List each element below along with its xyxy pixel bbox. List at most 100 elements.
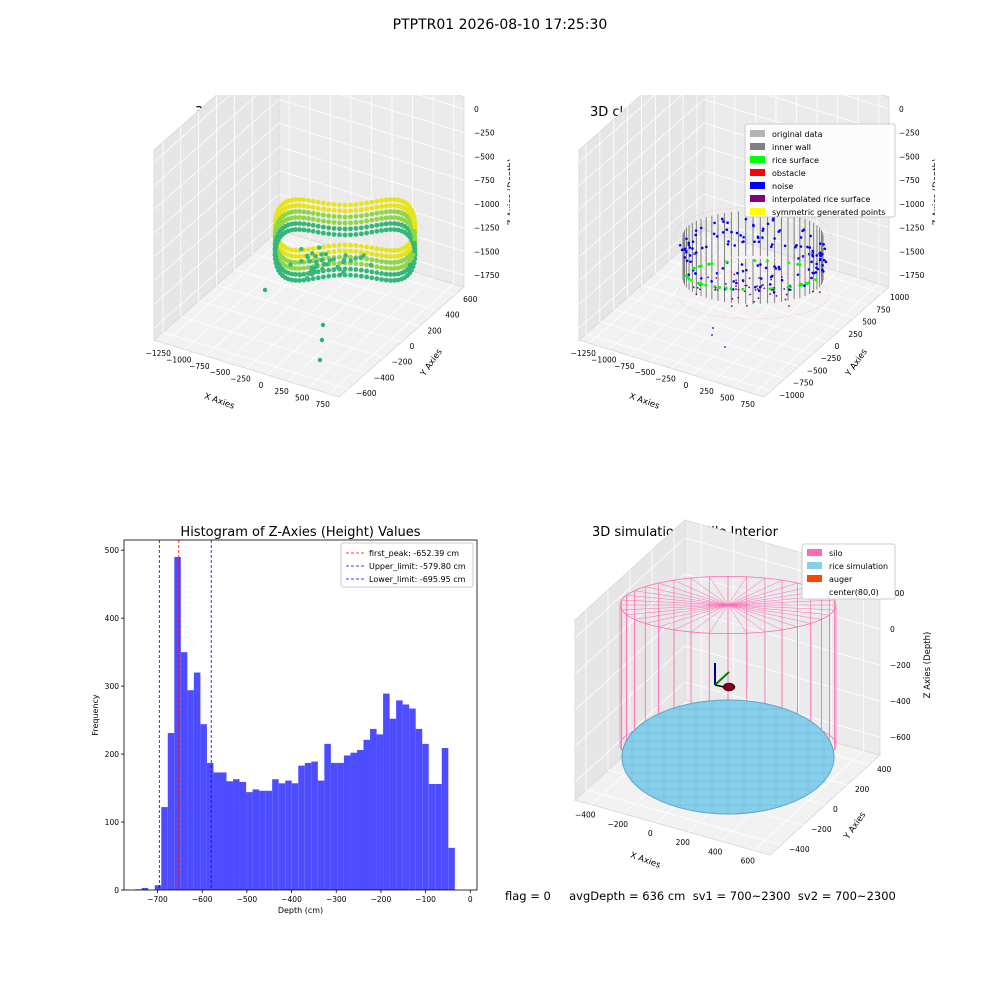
histogram-bar	[428, 783, 436, 890]
histogram-bar	[252, 789, 260, 890]
noise-point	[806, 245, 809, 249]
raw-point	[348, 272, 353, 278]
noise-point	[712, 327, 714, 329]
z-tick-label: −400	[890, 697, 911, 706]
noise-point	[818, 258, 822, 262]
raw-point	[315, 223, 321, 229]
x-tick-label: 0	[259, 381, 264, 390]
raw-point	[358, 225, 364, 231]
interpolated-point	[773, 286, 776, 289]
raw-point	[383, 277, 389, 283]
legend-swatch	[807, 575, 822, 582]
histogram-bar	[415, 728, 423, 890]
raw-point	[326, 207, 332, 213]
interpolated-point	[757, 297, 760, 300]
rice-surface-point	[799, 283, 803, 287]
raw-point	[299, 246, 304, 252]
interpolated-point	[771, 289, 773, 292]
original-outline	[674, 206, 832, 264]
raw-point	[353, 202, 359, 207]
raw-point	[358, 219, 364, 225]
grid-line	[180, 316, 366, 374]
grid-line	[574, 645, 686, 747]
noise-point	[788, 288, 791, 291]
noise-point	[777, 265, 781, 269]
raw-point	[323, 251, 329, 257]
raw-point	[374, 246, 380, 252]
noise-point	[778, 267, 781, 271]
raw-point	[331, 202, 337, 207]
raw-point	[395, 253, 401, 259]
noise-point	[753, 240, 756, 244]
x-tick-label: −500	[237, 895, 258, 904]
histogram-bar	[383, 693, 390, 890]
raw-point	[331, 249, 337, 254]
legend-label: rice surface	[772, 156, 819, 165]
rice-surface-point	[814, 278, 818, 282]
noise-point	[769, 245, 773, 249]
z-axis-label: Z Axies (Depth)	[507, 159, 510, 226]
raw-point	[315, 217, 321, 223]
raw-point	[310, 228, 316, 234]
noise-point	[803, 284, 806, 287]
raw-point	[293, 209, 298, 214]
rice-surface-point	[753, 259, 757, 263]
silo-wire	[727, 604, 747, 634]
legend-box	[744, 123, 896, 218]
raw-point	[293, 197, 298, 202]
raw-point	[337, 248, 342, 254]
grid-line	[278, 193, 465, 252]
noise-point	[694, 233, 698, 237]
raw-point	[383, 253, 389, 259]
histogram-bar	[278, 783, 286, 890]
raw-point	[319, 252, 324, 257]
interpolated-point	[758, 277, 760, 279]
x-tick-label: 0	[648, 829, 653, 838]
noise-point	[811, 271, 814, 275]
grid-line	[278, 170, 465, 229]
noise-point	[722, 220, 725, 223]
raw-point	[326, 219, 332, 225]
raw-point	[353, 208, 359, 213]
interpolated-point	[714, 287, 717, 289]
rice-surface-point	[700, 282, 704, 286]
noise-point	[691, 247, 694, 250]
raw-point	[310, 276, 316, 282]
noise-point	[736, 271, 739, 275]
raw-point	[331, 208, 337, 213]
noise-point	[774, 267, 778, 270]
x-tick-label: 400	[708, 847, 723, 856]
noise-point	[756, 235, 760, 239]
simulation-3d-plot: 3D simulation of Silo Interior−400−20002…	[573, 518, 933, 871]
raw-point	[297, 215, 302, 220]
histogram-bar	[187, 690, 194, 890]
silo-wire	[727, 604, 798, 628]
x-tick-label: 500	[295, 394, 310, 403]
legend-label: noise	[772, 182, 793, 191]
x-tick-label: −700	[147, 895, 168, 904]
legend-label: auger	[829, 575, 853, 584]
y-tick-label: 0	[835, 342, 840, 351]
raw-point	[388, 197, 393, 202]
x-tick-label: 750	[741, 400, 756, 409]
z-tick-label: −1500	[474, 247, 500, 256]
grid-line	[417, 95, 465, 110]
raw-point	[369, 217, 375, 223]
z-tick-label: −500	[474, 152, 495, 161]
noise-point	[687, 241, 691, 245]
noise-point	[752, 224, 755, 228]
interpolated-point	[769, 293, 772, 295]
noise-point	[678, 243, 682, 247]
z-tick-label: −750	[474, 176, 495, 185]
grid-line	[585, 333, 772, 392]
histogram-bar	[193, 672, 201, 890]
noise-point	[766, 222, 770, 226]
raw-point	[383, 247, 389, 253]
noise-point	[711, 334, 713, 336]
raw-point	[379, 247, 384, 252]
histogram-bar	[167, 733, 175, 890]
raw-point	[374, 228, 380, 234]
raw-point	[341, 259, 346, 265]
raw-point	[348, 232, 353, 238]
raw-point	[314, 259, 319, 265]
